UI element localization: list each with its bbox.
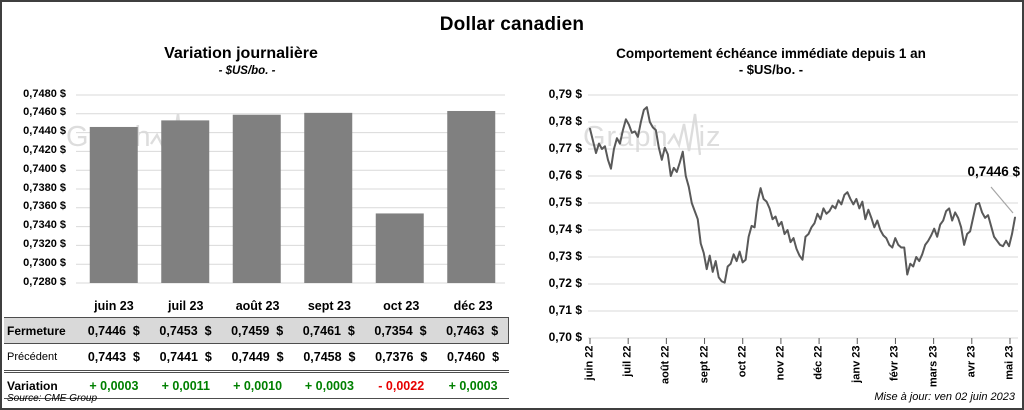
column-header: sept 23 [307,298,351,313]
bar-juil-23 [161,120,210,283]
update-note: Mise à jour: ven 02 juin 2023 [874,391,1015,403]
table-cell: 0,7443 $ [87,350,140,364]
column-header: août 23 [235,298,280,313]
table-cell: 0,7453 $ [159,323,212,338]
bar-chart [76,94,505,284]
table-row: Variation + 0,0003 + 0,0011 + 0,0010 + 0,000… [4,373,509,399]
axis-tick-label: 0,7420 $ [23,143,66,156]
last-value-label: 0,7446 $ [967,164,1020,179]
axis-tick-label: 0,73 $ [548,249,582,263]
table-cell: 0,7458 $ [303,350,356,364]
axis-tick-label: 0,75 $ [548,195,582,209]
axis-tick-label: 0,7380 $ [23,181,66,194]
table-cell: 0,7441 $ [159,350,212,364]
axis-tick-label: 0,7340 $ [23,219,66,232]
axis-tick-label: 0,77 $ [548,141,582,155]
table-cell: 0,7461 $ [302,323,355,338]
table-row: Précédent 0,7443 $ 0,7441 $ 0,7449 $ 0,7458 … [4,344,509,373]
axis-tick-label: août 22 [659,345,672,385]
table-cell: + 0,0003 [448,378,498,393]
row-label: Variation [7,378,58,393]
table-cell: 0,7446 $ [87,323,140,338]
column-header: juil 23 [168,298,204,313]
axis-tick-label: 0,76 $ [548,168,582,182]
axis-tick-label: 0,7280 $ [23,275,66,288]
bar-juin-23 [89,126,138,284]
bar-chart-title: Variation journalière [164,45,318,62]
axis-tick-label: juin 22 [583,345,596,381]
axis-tick-label: 0,7440 $ [23,125,66,138]
axis-tick-label: juil 22 [621,345,634,377]
table-cell: 0,7354 $ [374,323,427,338]
watermark-text: iz [698,121,722,153]
zigzag-icon [666,113,701,156]
axis-tick-label: 0,7400 $ [23,162,66,175]
price-line-series [589,106,1016,284]
bar-sept-23 [304,112,353,283]
axis-tick-label: 0,72 $ [548,276,582,290]
bar-déc-23 [447,110,496,283]
bar-oct-23 [375,213,424,283]
bar-août-23 [232,114,281,284]
axis-tick-label: 0,74 $ [548,222,582,236]
axis-tick-label: 0,79 $ [548,87,582,101]
axis-tick-label: 0,7460 $ [23,106,66,119]
page-title: Dollar canadien [439,14,585,35]
axis-tick-label: 0,7300 $ [23,256,66,269]
column-header: juin 23 [94,298,134,313]
table-cell: + 0,0003 [304,378,354,393]
row-label: Précédent [7,351,58,363]
row-label: Fermeture [7,323,66,338]
axis-tick-label: 0,7480 $ [23,87,66,100]
axis-tick-label: sept 22 [698,345,711,384]
axis-tick-label: 0,7360 $ [23,200,66,213]
table-cell: + 0,0010 [233,378,283,393]
table-cell: 0,7376 $ [375,350,428,364]
table-cell: 0,7449 $ [231,350,284,364]
axis-tick-label: 0,71 $ [548,303,582,317]
axis-tick-label: 0,70 $ [548,330,582,344]
line-chart-subtitle: - $US/bo. - [738,62,804,77]
table-row: Fermeture 0,7446 $ 0,7453 $ 0,7459 $ 0,7461 … [4,317,509,344]
column-header: oct 23 [383,298,420,313]
line-chart-title: Comportement échéance immédiate depuis 1… [616,46,926,61]
table-cell: 0,7463 $ [446,323,499,338]
table-cell: + 0,0003 [89,378,139,393]
axis-tick-label: 0,7320 $ [23,237,66,250]
axis-tick-label: 0,78 $ [548,114,582,128]
line-chart [588,94,1018,344]
table-cell: 0,7460 $ [447,350,500,364]
axis-tick-label: oct 22 [736,345,749,378]
table-cell: 0,7459 $ [231,323,284,338]
axis-tick-label: nov 22 [774,345,787,381]
bar-chart-subtitle: - $US/bo. - [218,65,276,77]
table-cell: - 0,0022 [378,378,425,393]
axis-tick-label: janv 23 [850,345,863,383]
axis-tick-label: déc 22 [812,345,825,380]
table-cell: + 0,0011 [161,378,210,393]
table-header-row: juin 23 juil 23 août 23 sept 23 oct 23 déc 23 [4,294,509,317]
source-note: Source: CME Group [7,393,98,404]
price-table: juin 23 juil 23 août 23 sept 23 oct 23 déc 23… [4,294,509,399]
column-header: déc 23 [453,298,493,313]
